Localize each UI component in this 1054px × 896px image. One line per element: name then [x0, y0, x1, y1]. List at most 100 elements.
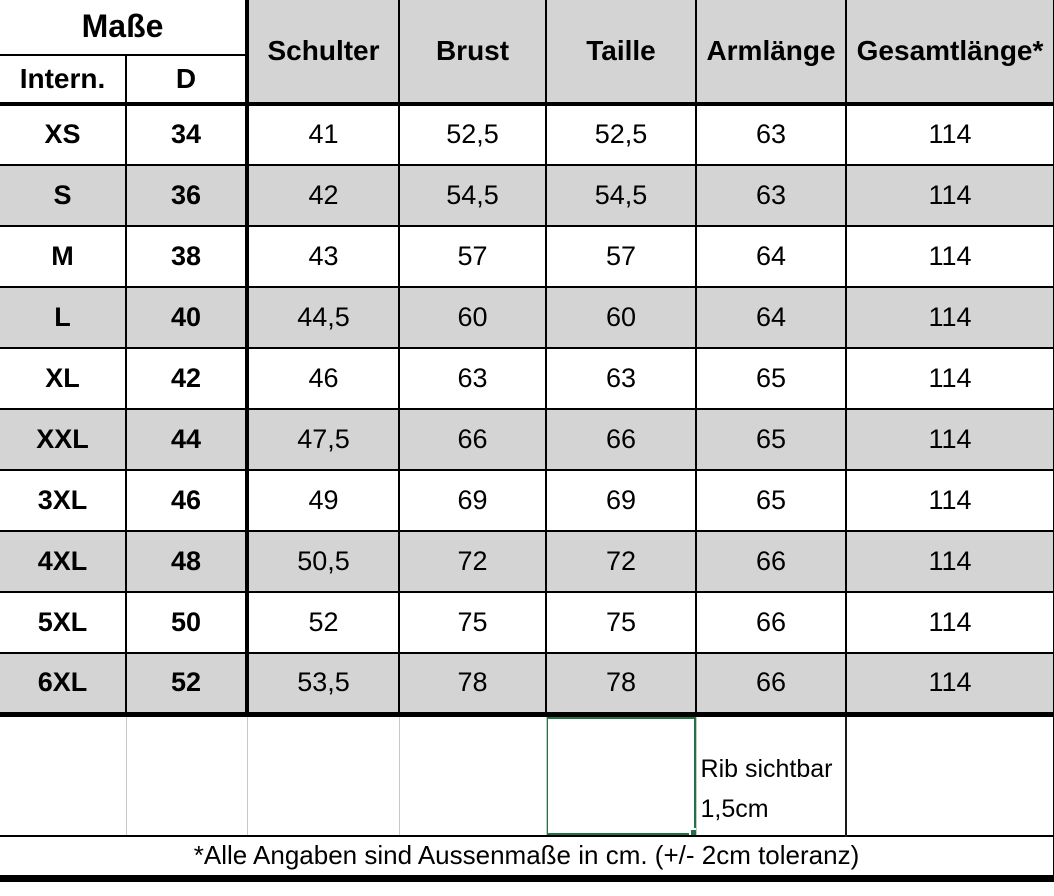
header-d[interactable]: D: [124, 54, 249, 106]
armlaenge-cell[interactable]: 65: [695, 347, 848, 410]
header-brust[interactable]: Brust: [398, 0, 548, 106]
size-cell[interactable]: XS: [0, 103, 127, 166]
empty-cell[interactable]: [845, 714, 1054, 836]
table-row-xs: XS 34 41 52,5 52,5 63 114: [0, 103, 1054, 166]
taille-cell[interactable]: 54,5: [545, 164, 698, 227]
gesamt-cell[interactable]: 114: [845, 164, 1054, 227]
d-cell[interactable]: 46: [124, 469, 249, 532]
rib-note-line1: Rib sichtbar: [700, 755, 833, 783]
header-intern[interactable]: Intern.: [0, 54, 127, 106]
schulter-cell[interactable]: 53,5: [245, 652, 401, 717]
brust-cell[interactable]: 78: [398, 652, 548, 717]
brust-cell[interactable]: 60: [398, 286, 548, 349]
fill-handle[interactable]: [688, 828, 696, 836]
empty-cell[interactable]: [246, 714, 400, 836]
taille-cell[interactable]: 52,5: [545, 103, 698, 166]
d-cell[interactable]: 40: [124, 286, 249, 349]
taille-cell[interactable]: 63: [545, 347, 698, 410]
table-row-m: M 38 43 57 57 64 114: [0, 225, 1054, 288]
taille-cell[interactable]: 60: [545, 286, 698, 349]
brust-cell[interactable]: 72: [398, 530, 548, 593]
d-cell[interactable]: 52: [124, 652, 249, 717]
gesamt-cell[interactable]: 114: [845, 408, 1054, 471]
selection-outline-icon: [547, 715, 696, 836]
taille-cell[interactable]: 57: [545, 225, 698, 288]
brust-cell[interactable]: 66: [398, 408, 548, 471]
schulter-cell[interactable]: 44,5: [245, 286, 401, 349]
armlaenge-cell[interactable]: 65: [695, 469, 848, 532]
rib-note-line2: 1,5cm: [700, 795, 769, 823]
schulter-cell[interactable]: 52: [245, 591, 401, 654]
gesamt-cell[interactable]: 114: [845, 591, 1054, 654]
table-row-3xl: 3XL 46 49 69 69 65 114: [0, 469, 1054, 532]
size-cell[interactable]: S: [0, 164, 127, 227]
taille-cell[interactable]: 72: [545, 530, 698, 593]
table-row-6xl: 6XL 52 53,5 78 78 66 114: [0, 652, 1054, 717]
armlaenge-cell[interactable]: 65: [695, 408, 848, 471]
schulter-cell[interactable]: 43: [245, 225, 401, 288]
taille-cell[interactable]: 75: [545, 591, 698, 654]
gesamt-cell[interactable]: 114: [845, 347, 1054, 410]
armlaenge-cell[interactable]: 64: [695, 286, 848, 349]
header-gesamtlaenge[interactable]: Gesamtlänge*: [845, 0, 1054, 106]
d-cell[interactable]: 50: [124, 591, 249, 654]
schulter-cell[interactable]: 47,5: [245, 408, 401, 471]
gesamt-cell[interactable]: 114: [845, 469, 1054, 532]
size-cell[interactable]: 3XL: [0, 469, 127, 532]
rib-note-cell[interactable]: Rib sichtbar 1,5cm: [695, 714, 848, 836]
taille-cell[interactable]: 78: [545, 652, 698, 717]
size-cell[interactable]: L: [0, 286, 127, 349]
gesamt-cell[interactable]: 114: [845, 225, 1054, 288]
selected-cell[interactable]: [545, 714, 697, 836]
size-cell[interactable]: 6XL: [0, 652, 127, 717]
d-cell[interactable]: 34: [124, 103, 249, 166]
size-cell[interactable]: XL: [0, 347, 127, 410]
empty-cell[interactable]: [125, 714, 248, 836]
taille-cell[interactable]: 66: [545, 408, 698, 471]
schulter-cell[interactable]: 46: [245, 347, 401, 410]
d-cell[interactable]: 44: [124, 408, 249, 471]
armlaenge-cell[interactable]: 64: [695, 225, 848, 288]
armlaenge-cell[interactable]: 66: [695, 530, 848, 593]
empty-cell[interactable]: [0, 714, 127, 836]
brust-cell[interactable]: 57: [398, 225, 548, 288]
size-cell[interactable]: XXL: [0, 408, 127, 471]
armlaenge-cell[interactable]: 66: [695, 652, 848, 717]
taille-cell[interactable]: 69: [545, 469, 698, 532]
schulter-cell[interactable]: 42: [245, 164, 401, 227]
table-row-4xl: 4XL 48 50,5 72 72 66 114: [0, 530, 1054, 593]
header-taille[interactable]: Taille: [545, 0, 698, 106]
schulter-cell[interactable]: 50,5: [245, 530, 401, 593]
size-cell[interactable]: 5XL: [0, 591, 127, 654]
masse-header-cell[interactable]: Maße: [0, 0, 249, 56]
gesamt-cell[interactable]: 114: [845, 286, 1054, 349]
d-cell[interactable]: 48: [124, 530, 249, 593]
brust-cell[interactable]: 54,5: [398, 164, 548, 227]
footer-note: *Alle Angaben sind Aussenmaße in cm. (+/…: [0, 835, 1054, 882]
schulter-cell[interactable]: 41: [245, 103, 401, 166]
gesamt-cell[interactable]: 114: [845, 530, 1054, 593]
brust-cell[interactable]: 63: [398, 347, 548, 410]
schulter-cell[interactable]: 49: [245, 469, 401, 532]
gesamt-cell[interactable]: 114: [845, 103, 1054, 166]
size-cell[interactable]: M: [0, 225, 127, 288]
header-armlaenge[interactable]: Armlänge: [695, 0, 848, 106]
size-cell[interactable]: 4XL: [0, 530, 127, 593]
brust-cell[interactable]: 52,5: [398, 103, 548, 166]
table-row-s: S 36 42 54,5 54,5 63 114: [0, 164, 1054, 227]
armlaenge-cell[interactable]: 63: [695, 103, 848, 166]
armlaenge-cell[interactable]: 66: [695, 591, 848, 654]
brust-cell[interactable]: 69: [398, 469, 548, 532]
gesamt-cell[interactable]: 114: [845, 652, 1054, 717]
empty-cell[interactable]: [398, 714, 547, 836]
brust-cell[interactable]: 75: [398, 591, 548, 654]
header-schulter[interactable]: Schulter: [245, 0, 401, 106]
armlaenge-cell[interactable]: 63: [695, 164, 848, 227]
d-cell[interactable]: 36: [124, 164, 249, 227]
header-row-2: Intern. D: [0, 54, 1054, 106]
footer-row: *Alle Angaben sind Aussenmaße in cm. (+/…: [0, 835, 1054, 882]
d-cell[interactable]: 38: [124, 225, 249, 288]
d-cell[interactable]: 42: [124, 347, 249, 410]
